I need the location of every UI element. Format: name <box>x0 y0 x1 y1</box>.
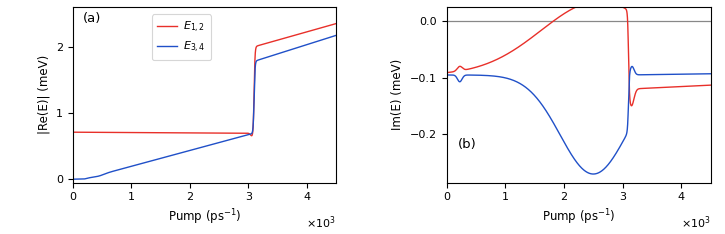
X-axis label: Pump (ps$^{-1}$): Pump (ps$^{-1}$) <box>542 208 616 227</box>
Line: $E_{3,4}$: $E_{3,4}$ <box>72 35 336 179</box>
Y-axis label: |Re(E)| (meV): |Re(E)| (meV) <box>37 55 50 134</box>
X-axis label: Pump (ps$^{-1}$): Pump (ps$^{-1}$) <box>167 208 241 227</box>
Legend: $E_{1,2}$, $E_{3,4}$: $E_{1,2}$, $E_{3,4}$ <box>152 14 211 60</box>
$E_{3,4}$ <box>120 167 128 170</box>
$E_{1,2}$ <box>332 22 341 25</box>
Text: $\times 10^3$: $\times 10^3$ <box>306 214 336 231</box>
$E_{1,2}$ <box>318 26 326 29</box>
$E_{1,2}$ <box>120 131 128 134</box>
Text: (a): (a) <box>83 12 102 25</box>
$E_{3,4}$ <box>68 178 77 181</box>
$E_{3,4}$ <box>70 178 78 181</box>
$E_{1,2}$ <box>79 131 88 134</box>
$E_{3,4}$ <box>318 38 326 41</box>
$E_{1,2}$ <box>70 131 78 134</box>
$E_{3,4}$ <box>197 146 206 149</box>
Text: (b): (b) <box>457 138 476 151</box>
$E_{1,2}$ <box>84 131 93 134</box>
Y-axis label: Im(E) (meV): Im(E) (meV) <box>392 59 405 130</box>
Text: $\times 10^3$: $\times 10^3$ <box>681 214 710 231</box>
$E_{1,2}$ <box>197 132 206 134</box>
$E_{3,4}$ <box>84 177 93 179</box>
$E_{1,2}$ <box>247 134 256 137</box>
$E_{3,4}$ <box>79 178 88 180</box>
Line: $E_{1,2}$: $E_{1,2}$ <box>72 24 336 136</box>
$E_{3,4}$ <box>332 34 341 37</box>
$E_{1,2}$ <box>68 131 77 134</box>
